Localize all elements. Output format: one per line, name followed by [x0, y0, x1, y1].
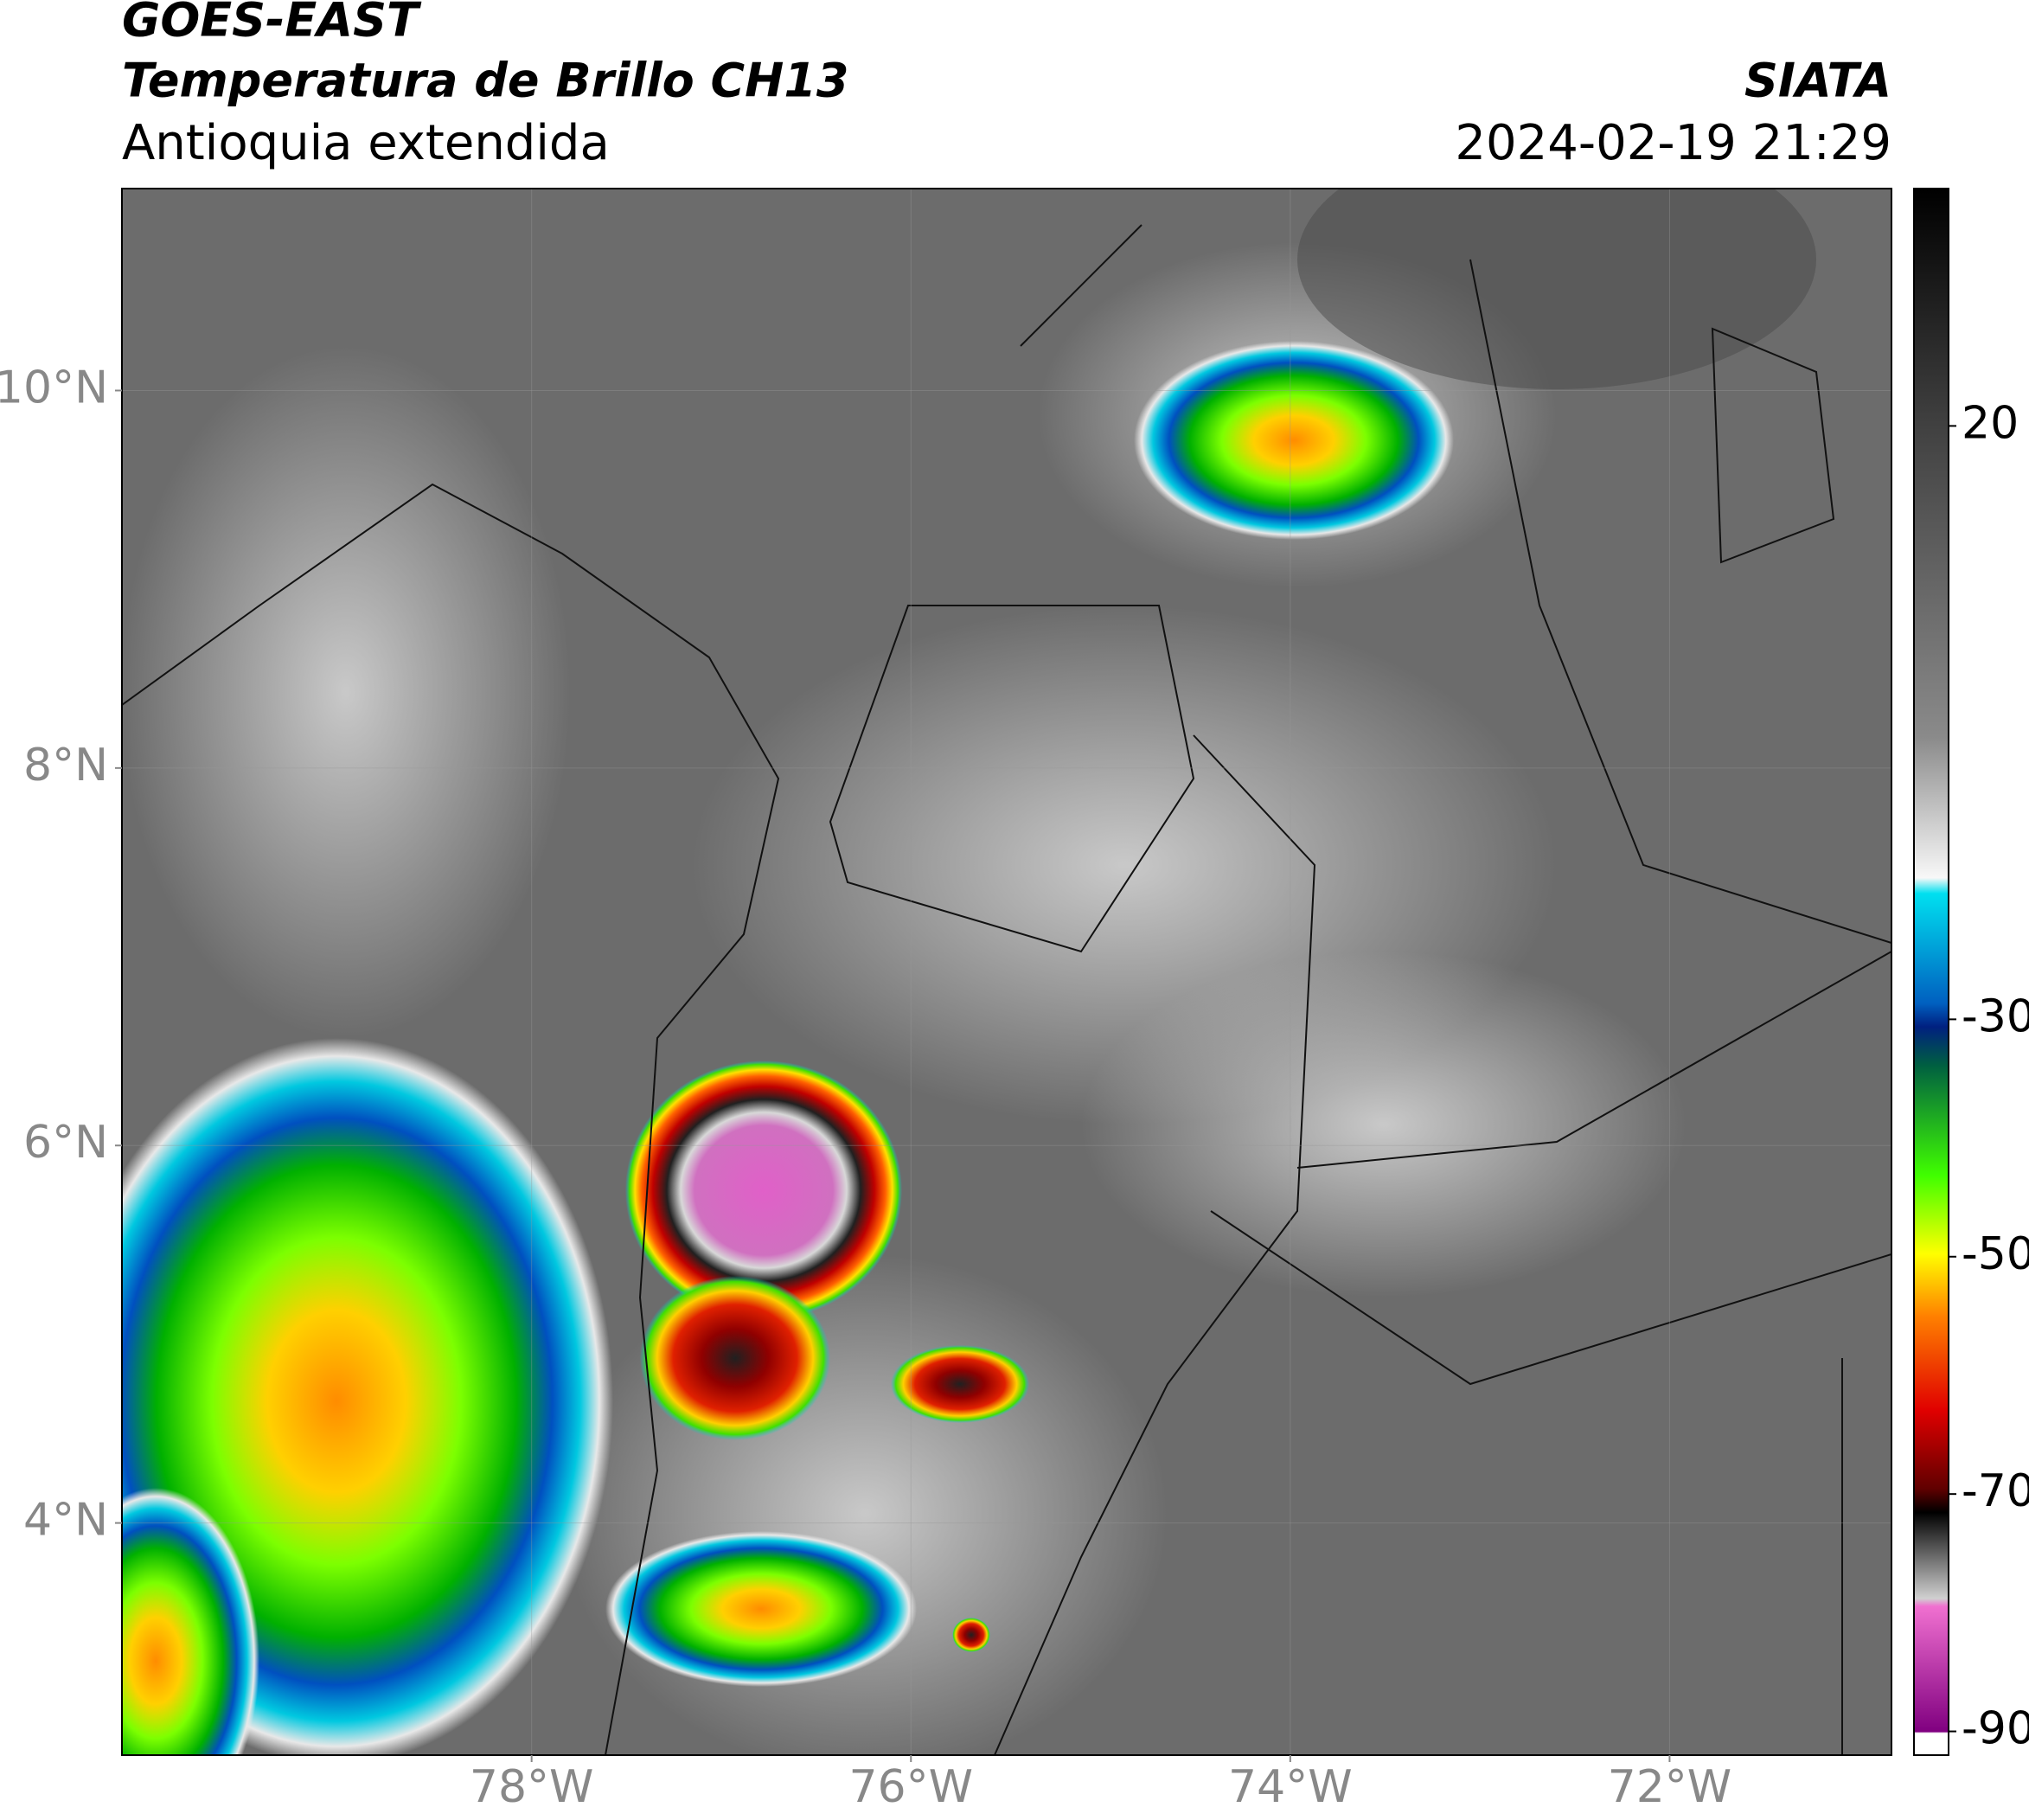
y-tick-label: 8°N — [23, 740, 108, 791]
source: SIATA — [1744, 54, 1891, 108]
y-tick-label: 10°N — [0, 362, 108, 413]
colorbar — [1913, 188, 1949, 1756]
x-tick-label: 78°W — [470, 1761, 594, 1813]
x-tick-label: 76°W — [848, 1761, 973, 1813]
colorbar-label: -30 — [1962, 990, 2029, 1042]
map-frame — [121, 188, 1892, 1756]
title: GOES-EAST — [122, 0, 422, 48]
x-tick-label: 74°W — [1228, 1761, 1353, 1813]
colorbar-label: -50 — [1962, 1228, 2029, 1280]
x-tick-label: 72°W — [1608, 1761, 1732, 1813]
y-tick-label: 4°N — [23, 1495, 108, 1547]
timestamp: 2024-02-19 21:29 — [1455, 115, 1891, 171]
subtitle: Temperatura de Brillo CH13 — [122, 54, 849, 108]
region: Antioquia extendida — [122, 115, 610, 171]
colorbar-label: -70 — [1962, 1465, 2029, 1517]
satellite-image — [122, 189, 1891, 1755]
graticule — [122, 189, 1891, 1755]
colorbar-label: -90 — [1962, 1703, 2029, 1755]
colorbar-label: 20 — [1962, 397, 2019, 449]
y-tick-label: 6°N — [23, 1117, 108, 1169]
